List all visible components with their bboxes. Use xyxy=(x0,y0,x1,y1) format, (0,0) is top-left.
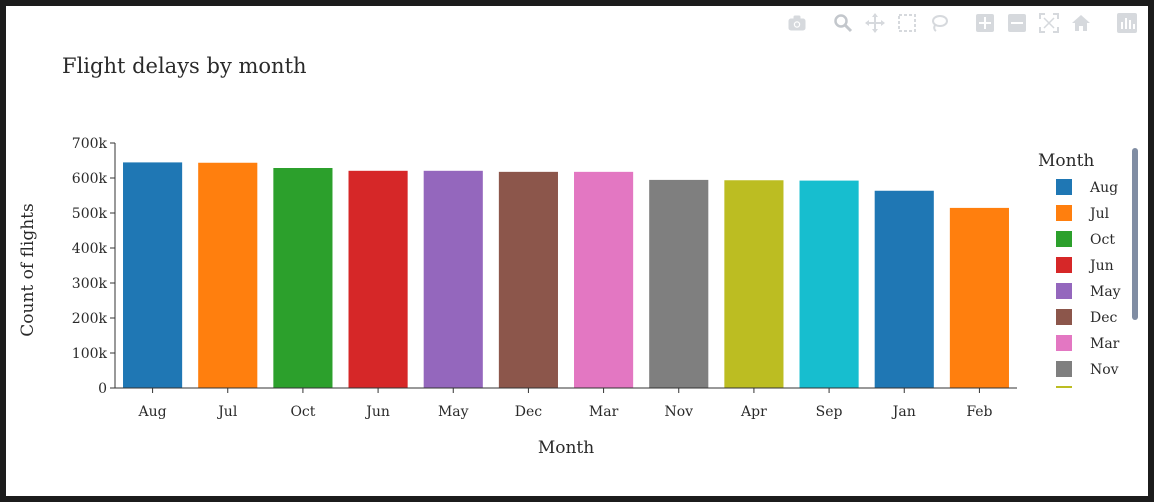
bar-mar[interactable] xyxy=(573,170,635,389)
zoom-icon[interactable] xyxy=(830,12,856,34)
lasso-select-icon[interactable] xyxy=(926,12,952,34)
legend-item-mar[interactable]: Mar xyxy=(1056,335,1120,352)
zoom-in-icon[interactable] xyxy=(972,12,998,34)
chart-title: Flight delays by month xyxy=(62,54,307,78)
x-tick-label: Nov xyxy=(664,404,693,420)
legend-label: Mar xyxy=(1090,336,1120,352)
legend-swatch xyxy=(1056,205,1072,221)
y-tick-label: 0 xyxy=(98,381,107,397)
legend-swatch xyxy=(1056,361,1072,377)
legend-label: May xyxy=(1090,284,1121,300)
bar-oct[interactable] xyxy=(272,167,334,389)
x-tick-label: Apr xyxy=(740,404,767,420)
bar-apr[interactable] xyxy=(723,179,785,389)
bar-dec[interactable] xyxy=(497,170,559,389)
camera-icon[interactable] xyxy=(784,12,810,34)
x-tick-label: Jun xyxy=(364,404,390,420)
y-tick-label: 600k xyxy=(72,171,108,187)
legend-item-dec[interactable]: Dec xyxy=(1056,309,1118,326)
legend-scrollbar[interactable] xyxy=(1132,148,1138,320)
x-tick-label: Jan xyxy=(891,404,916,420)
x-tick-label: Jul xyxy=(216,404,238,420)
bars-layer xyxy=(122,161,1010,389)
legend-label: Jun xyxy=(1088,258,1114,274)
legend-label: Nov xyxy=(1090,362,1119,378)
legend-swatch xyxy=(1056,231,1072,247)
modebar xyxy=(784,12,1140,34)
legend-swatch xyxy=(1056,179,1072,195)
x-axis-label: Month xyxy=(538,438,594,458)
bar-chart: Flight delays by month Count of flights … xyxy=(18,54,1121,458)
legend-label: Aug xyxy=(1089,180,1118,196)
x-tick-label: Dec xyxy=(515,404,543,420)
legend-item-jul[interactable]: Jul xyxy=(1056,205,1110,222)
x-tick-label: Feb xyxy=(966,404,992,420)
legend-title: Month xyxy=(1038,151,1094,171)
legend-item-jun[interactable]: Jun xyxy=(1056,257,1114,274)
bar-jun[interactable] xyxy=(347,169,409,389)
y-tick-label: 300k xyxy=(72,276,108,292)
legend-swatch xyxy=(1056,257,1072,273)
legend-label: Jul xyxy=(1088,206,1110,222)
y-tick-label: 700k xyxy=(72,136,108,152)
legend-swatch xyxy=(1056,283,1072,299)
bar-sep[interactable] xyxy=(798,179,860,389)
x-tick-label: Aug xyxy=(138,404,167,420)
legend-swatch-clipped xyxy=(1056,386,1072,388)
bar-nov[interactable] xyxy=(648,178,710,389)
x-tick-label: Oct xyxy=(290,404,315,420)
bar-aug[interactable] xyxy=(122,161,184,389)
y-tick-label: 100k xyxy=(72,346,108,362)
zoom-out-icon[interactable] xyxy=(1004,12,1030,34)
bar-jan[interactable] xyxy=(873,189,935,389)
bar-feb[interactable] xyxy=(948,206,1010,389)
legend-swatch xyxy=(1056,335,1072,351)
legend-item-oct[interactable]: Oct xyxy=(1056,231,1115,248)
y-tick-label: 500k xyxy=(72,206,108,222)
y-tick-label: 200k xyxy=(72,311,108,327)
legend-item-nov[interactable]: Nov xyxy=(1056,361,1119,378)
legend: Month Aug Jul Oct Jun May Dec Mar Nov xyxy=(1038,151,1121,388)
axes-layer: 0 100k 200k 300k 400k 500k 600k 700k Aug Jul Oct Ju… xyxy=(72,136,1017,420)
bar-jul[interactable] xyxy=(197,161,259,389)
bar-may[interactable] xyxy=(422,169,484,389)
legend-label: Dec xyxy=(1090,310,1118,326)
chart-frame: Flight delays by month Count of flights … xyxy=(6,6,1148,496)
pan-icon[interactable] xyxy=(862,12,888,34)
y-axis-label: Count of flights xyxy=(18,203,38,336)
legend-swatch xyxy=(1056,309,1072,325)
legend-label: Oct xyxy=(1090,232,1115,248)
plotly-logo-icon[interactable] xyxy=(1114,12,1140,34)
legend-item-may[interactable]: May xyxy=(1056,283,1121,300)
y-tick-label: 400k xyxy=(72,241,108,257)
x-tick-label: Mar xyxy=(589,404,619,420)
x-tick-label: May xyxy=(438,404,469,420)
box-select-icon[interactable] xyxy=(894,12,920,34)
x-tick-label: Sep xyxy=(816,404,843,420)
reset-axes-icon[interactable] xyxy=(1068,12,1094,34)
legend-item-aug[interactable]: Aug xyxy=(1056,179,1118,196)
autoscale-icon[interactable] xyxy=(1036,12,1062,34)
